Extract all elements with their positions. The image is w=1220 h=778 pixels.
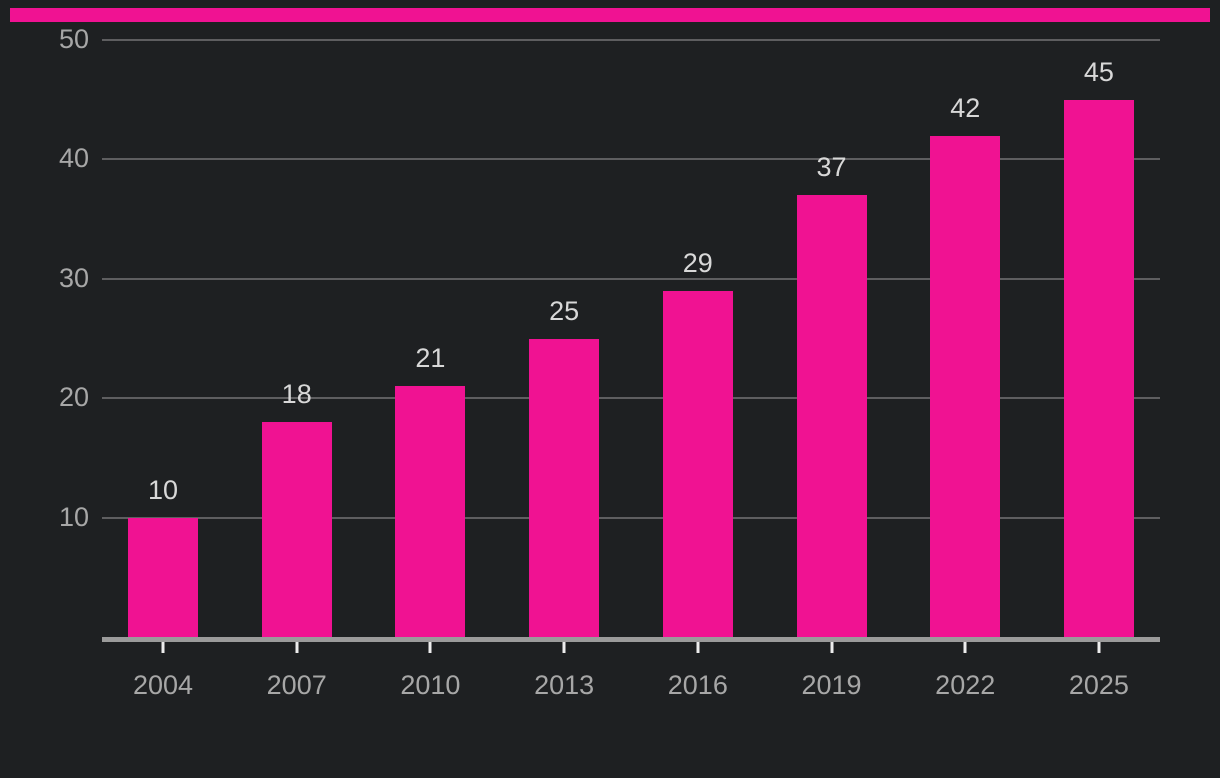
x-axis-tick (295, 642, 299, 653)
bar-value-label: 42 (950, 92, 981, 123)
gridline-40 (102, 158, 1160, 161)
bar-group-2004: 10 2004 (128, 40, 198, 699)
x-axis-tick-label: 2007 (266, 670, 327, 700)
y-axis-tick-label: 20 (58, 382, 89, 413)
y-axis-tick-label: 40 (58, 143, 89, 174)
x-axis-tick-label: 2013 (534, 670, 595, 700)
gridline-10 (102, 516, 1160, 519)
x-axis-tick (696, 642, 700, 653)
bar-group-2025: 45 2025 (1063, 40, 1134, 699)
bar-group-2013: 25 2013 (529, 40, 600, 699)
bar: 10 (128, 476, 198, 637)
gridline-30 (102, 277, 1160, 280)
bar: 25 (529, 297, 600, 637)
bar-value-label: 37 (816, 152, 847, 183)
bar-group-2019: 37 2019 (796, 40, 867, 699)
y-axis-tick-label: 50 (58, 23, 89, 54)
x-axis-line (102, 637, 1160, 642)
gridline-20 (102, 397, 1160, 400)
x-axis-tick (161, 642, 165, 653)
bar-group-2016: 29 2016 (662, 40, 733, 699)
x-axis-tick (1097, 642, 1101, 653)
y-axis-tick-label: 10 (58, 501, 89, 532)
bar: 29 (662, 249, 733, 637)
x-axis-tick (963, 642, 967, 653)
bar: 37 (796, 154, 867, 637)
bar: 21 (395, 345, 466, 637)
bars-layer: 10 2004 18 2007 21 2010 25 2013 29 2016 37 2019 42 20… (102, 40, 1160, 699)
bar-group-2022: 42 2022 (930, 40, 1001, 699)
x-axis-tick (562, 642, 566, 653)
x-axis-tick-label: 2025 (1068, 670, 1129, 700)
top-accent-stripe (10, 8, 1210, 22)
gridline-50 (102, 39, 1160, 41)
y-axis-tick-label: 30 (58, 262, 89, 293)
bar-group-2010: 21 2010 (395, 40, 466, 699)
plot-area: 10 20 30 40 50 10 2004 18 2007 21 2010 25 2013 29 201… (59, 25, 1160, 699)
x-axis-tick-label: 2022 (935, 670, 996, 700)
bar-value-label: 45 (1083, 56, 1114, 87)
bar-value-label: 18 (281, 379, 312, 410)
bar: 18 (261, 381, 332, 637)
bar-group-2007: 18 2007 (261, 40, 332, 699)
bar-value-label: 29 (682, 247, 713, 278)
x-axis-tick-label: 2004 (132, 670, 194, 700)
bar-value-label: 21 (415, 343, 446, 374)
bar: 45 (1063, 58, 1134, 637)
bar-value-label: 25 (549, 295, 580, 326)
x-axis-tick-label: 2019 (801, 670, 862, 700)
bar-value-label: 10 (147, 474, 179, 505)
x-axis-tick-label: 2010 (400, 670, 461, 700)
bar: 42 (930, 94, 1001, 637)
x-axis-tick (830, 642, 834, 653)
x-axis-tick-label: 2016 (667, 670, 728, 700)
x-axis-tick (428, 642, 432, 653)
